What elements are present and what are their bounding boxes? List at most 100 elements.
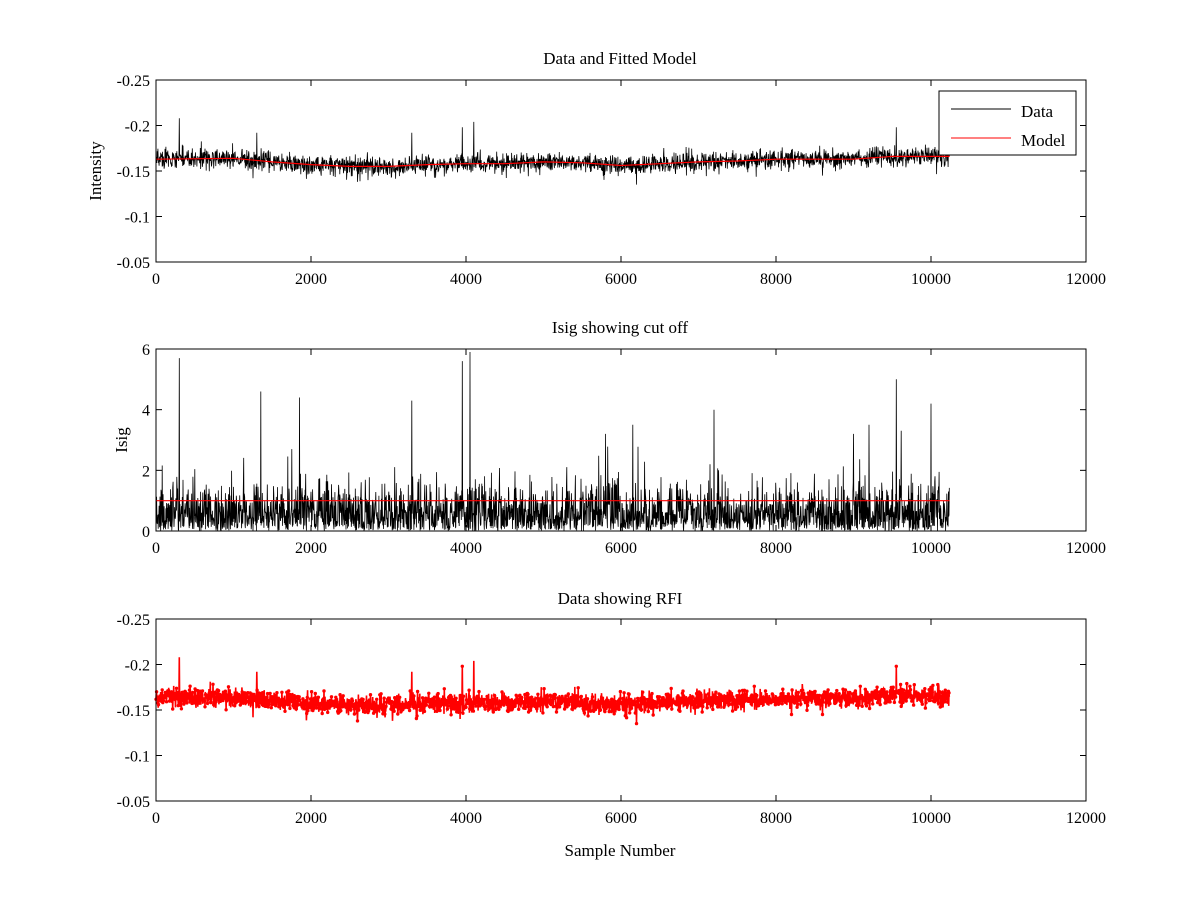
- data-point: [178, 701, 182, 705]
- data-point: [313, 696, 317, 700]
- data-point: [946, 700, 950, 704]
- data-point: [598, 708, 603, 712]
- data-point: [912, 683, 916, 687]
- data-point: [408, 689, 412, 693]
- data-point: [394, 699, 398, 703]
- data-point: [878, 702, 882, 707]
- data-point: [709, 697, 714, 701]
- data-point: [927, 688, 931, 692]
- data-point: [613, 709, 617, 713]
- data-point: [739, 698, 743, 703]
- series-model-line: [155, 155, 950, 167]
- data-point: [275, 691, 279, 695]
- data-point: [361, 697, 365, 702]
- data-point: [763, 689, 768, 693]
- data-point: [254, 695, 258, 699]
- panel-data-showing-rfi: Data showing RFI Sample Number 0 2000 4000…: [117, 589, 1106, 860]
- data-point: [491, 710, 495, 714]
- y-tick-label: 0: [142, 524, 150, 541]
- data-point: [281, 697, 285, 702]
- data-point: [821, 700, 825, 704]
- data-point: [794, 698, 798, 702]
- data-point: [871, 702, 875, 706]
- data-point: [933, 695, 937, 699]
- data-point: [904, 699, 908, 703]
- data-point: [650, 691, 654, 696]
- data-point: [358, 704, 363, 708]
- data-point: [888, 700, 892, 704]
- data-point: [621, 708, 626, 712]
- x-tick-label: 10000: [911, 540, 951, 557]
- data-point: [718, 703, 722, 707]
- data-point: [177, 696, 182, 700]
- data-point: [471, 705, 475, 710]
- data-point: [880, 693, 885, 697]
- data-point: [232, 698, 236, 702]
- data-point: [484, 704, 488, 709]
- data-point: [207, 691, 211, 695]
- data-point: [355, 719, 360, 723]
- data-point: [375, 697, 379, 701]
- data-point: [737, 689, 742, 693]
- x-tick-label: 2000: [295, 540, 327, 557]
- data-point: [818, 698, 823, 702]
- data-point: [711, 707, 715, 712]
- data-point: [641, 690, 645, 694]
- data-point: [939, 704, 944, 708]
- data-point: [180, 690, 184, 695]
- data-point: [610, 709, 614, 713]
- data-point: [681, 689, 685, 693]
- data-point: [920, 702, 924, 706]
- data-point: [535, 707, 539, 711]
- data-point: [856, 699, 861, 704]
- data-point: [263, 704, 267, 708]
- data-point: [295, 699, 299, 704]
- data-point: [210, 693, 214, 698]
- data-point: [701, 704, 705, 709]
- data-point: [580, 704, 585, 708]
- data-point: [877, 698, 881, 702]
- data-point: [415, 689, 420, 694]
- data-point: [693, 702, 697, 706]
- data-point: [195, 695, 199, 699]
- x-tick-label: 6000: [605, 540, 637, 557]
- data-point: [576, 686, 580, 690]
- data-point: [521, 700, 525, 704]
- y-tick-label: -0.1: [125, 210, 150, 227]
- data-point: [853, 692, 857, 696]
- data-point: [826, 688, 830, 692]
- panel-isig-showing-cut-off: Isig showing cut off Isig 0 2000 4000 6000 8…: [112, 318, 1106, 557]
- data-point: [269, 706, 273, 710]
- x-tick-label: 12000: [1066, 540, 1106, 557]
- data-point: [858, 684, 862, 688]
- data-point: [303, 702, 308, 706]
- data-point: [314, 706, 319, 710]
- data-point: [392, 709, 396, 713]
- data-point: [846, 702, 851, 706]
- data-point: [533, 702, 538, 706]
- data-point: [278, 698, 282, 702]
- data-point: [384, 704, 388, 708]
- data-point: [610, 697, 614, 701]
- y-tick-label: 4: [142, 403, 150, 420]
- data-point: [339, 709, 343, 713]
- series-data-line: [155, 118, 950, 185]
- data-point: [608, 703, 612, 708]
- data-point: [820, 712, 825, 717]
- data-point: [882, 695, 887, 699]
- data-point: [936, 701, 941, 705]
- data-point: [945, 694, 949, 699]
- data-point: [612, 712, 616, 716]
- data-point: [329, 695, 334, 699]
- data-point: [943, 688, 947, 692]
- data-point: [838, 703, 843, 707]
- data-point: [700, 710, 704, 714]
- data-point: [582, 711, 587, 715]
- data-point: [617, 707, 621, 712]
- data-point: [894, 664, 898, 668]
- data-point: [341, 694, 345, 698]
- data-point: [464, 705, 468, 709]
- data-point: [832, 696, 836, 701]
- data-point: [875, 685, 879, 689]
- data-point: [923, 706, 928, 710]
